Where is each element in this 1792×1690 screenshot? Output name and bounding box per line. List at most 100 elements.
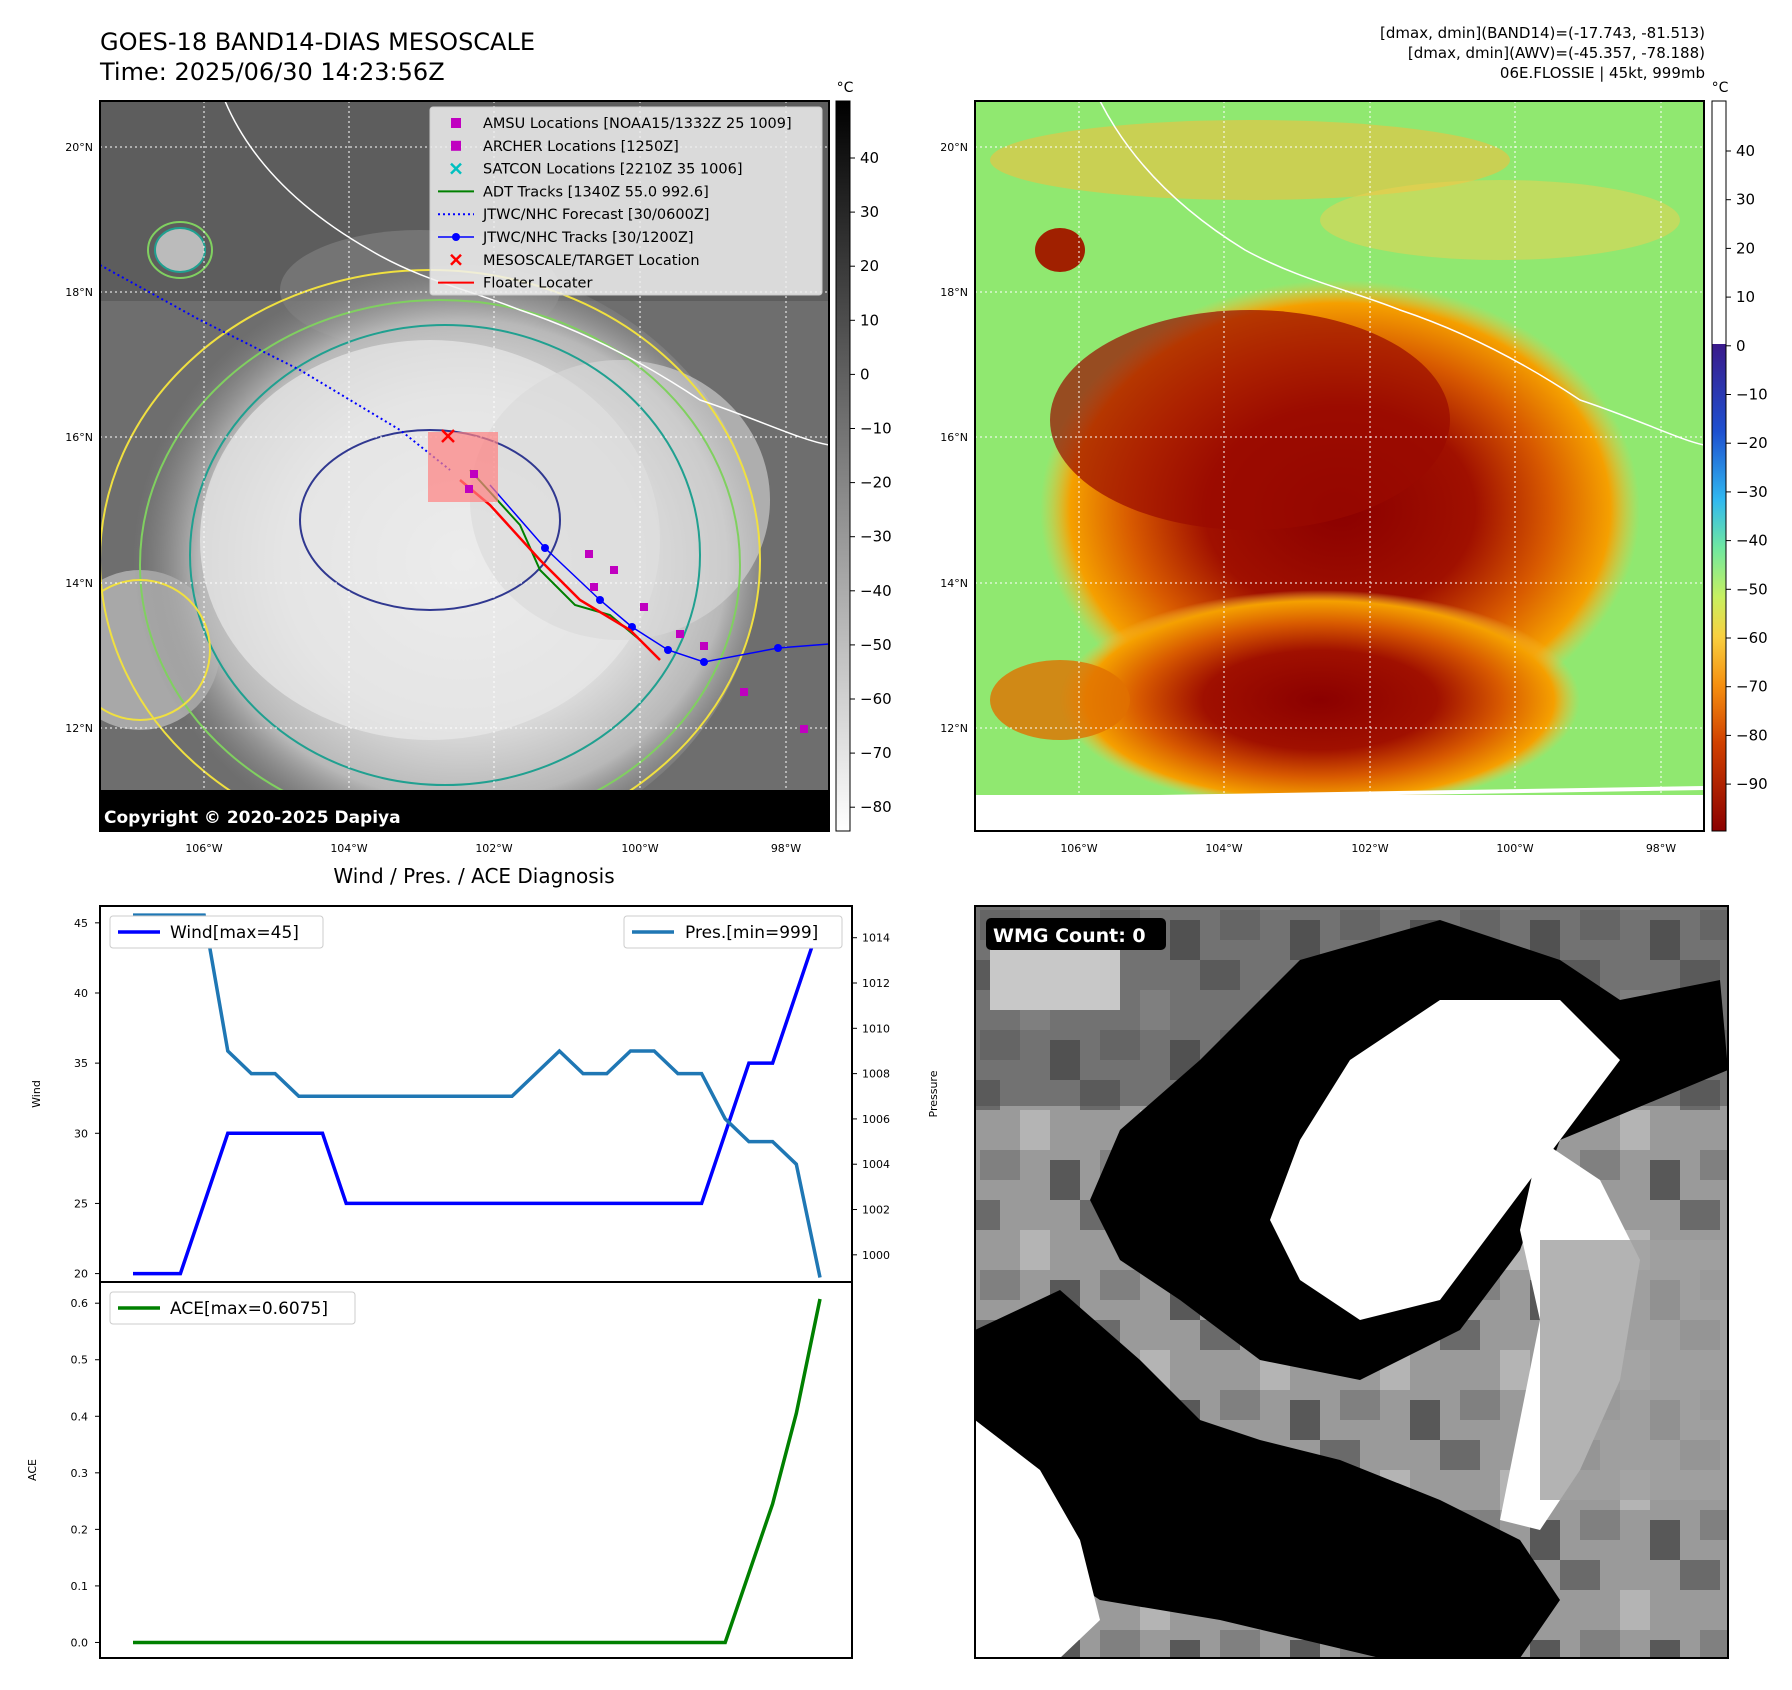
ace-y-tick-label: 0.0	[71, 1636, 89, 1649]
ace-y-tick-label: 0.2	[71, 1523, 89, 1536]
ir-colorbar-tick-label: −70	[860, 744, 892, 762]
awv-lon-tick-label: 104°W	[1205, 842, 1242, 855]
pressure-axis-label: Pressure	[927, 1070, 940, 1117]
pressure-y-tick-label: 1014	[862, 932, 890, 945]
ir-colorbar-tick-label: −40	[860, 582, 892, 600]
ir-lon-tick-label: 98°W	[771, 842, 801, 855]
map-axis-ticks: 20°N 20°N 18°N 18°N 16°N 16°N 14°N 14°N 12°N 12°N…	[65, 141, 1676, 855]
wind-y-tick-label: 45	[74, 917, 88, 930]
awv-image	[975, 101, 1704, 831]
ace-y-tick-label: 0.3	[71, 1467, 89, 1480]
header-info-line-3: 06E.FLOSSIE | 45kt, 999mb	[1500, 64, 1705, 82]
ace-y-tick-label: 0.4	[71, 1410, 89, 1423]
ir-map-frame	[99, 100, 830, 832]
awv-colorbar-tick-label: −60	[1736, 629, 1768, 647]
pressure-y-tick-label: 1008	[862, 1068, 890, 1081]
awv-colorbar-tick-label: −70	[1736, 678, 1768, 696]
awv-lon-tick-label: 106°W	[1060, 842, 1097, 855]
pressure-series-line	[133, 913, 822, 1278]
ir-colorbar-tick-label: 0	[860, 365, 870, 383]
awv-colorbar-tick-label: 0	[1736, 337, 1746, 355]
awv-lat-tick-label: 18°N	[940, 286, 968, 299]
header-info-line-1: [dmax, dmin](BAND14)=(-17.743, -81.513)	[1380, 24, 1705, 42]
awv-lat-tick-label: 16°N	[940, 431, 968, 444]
ir-colorbar-tick-label: −20	[860, 474, 892, 492]
ir-colorbar-tick-label: −50	[860, 636, 892, 654]
ir-lon-tick-label: 102°W	[475, 842, 512, 855]
awv-map-frame	[974, 100, 1705, 832]
wind-y-tick-label: 35	[74, 1057, 88, 1070]
ir-lat-tick-label: 12°N	[65, 722, 93, 735]
legend-square-marker	[451, 118, 461, 128]
ir-colorbar-tick-label: −60	[860, 690, 892, 708]
pressure-y-tick-label: 1000	[862, 1249, 890, 1262]
legend-x-marker	[450, 253, 462, 266]
legend-label: ADT Tracks [1340Z 55.0 992.6]	[483, 184, 709, 200]
ir-lon-tick-label: 104°W	[330, 842, 367, 855]
ir-colorbar-tick-label: −80	[860, 798, 892, 816]
legend-label: JTWC/NHC Forecast [30/0600Z]	[482, 207, 709, 223]
awv-lat-tick-label: 12°N	[940, 722, 968, 735]
legend-square-marker	[451, 140, 461, 151]
ir-colorbar-tick-label: 20	[860, 257, 879, 275]
ace-y-tick-label: 0.5	[71, 1354, 89, 1367]
pressure-y-tick-label: 1010	[862, 1022, 890, 1035]
pressure-y-tick-label: 1002	[862, 1204, 890, 1217]
awv-colorbar-tick-label: −40	[1736, 532, 1768, 550]
header: GOES-18 BAND14-DIAS MESOSCALE Time: 2025…	[99, 24, 1705, 86]
wind-y-tick-label: 40	[74, 987, 88, 1000]
awv-colorbar-tick-label: −30	[1736, 483, 1768, 501]
pressure-y-tick-label: 1004	[862, 1158, 890, 1171]
wind-legend: Wind[max=45]	[109, 915, 324, 949]
legend-item: ADT Tracks [1340Z 55.0 992.6]	[438, 184, 709, 200]
awv-colorbar-tick-label: −10	[1736, 386, 1768, 404]
awv-map-panel: °C 40 30 20 10 0 −10 −20 −30 −40 −50 −60 −70 −80 −90	[974, 80, 1768, 832]
pressure-y-tick-label: 1006	[862, 1113, 890, 1126]
wind-series-line	[133, 922, 822, 1276]
awv-colorbar-tick-label: 40	[1736, 142, 1755, 160]
ir-lon-tick-label: 106°W	[185, 842, 222, 855]
ace-frame	[99, 1281, 853, 1659]
awv-lat-tick-label: 20°N	[940, 141, 968, 154]
awv-lat-tick-label: 14°N	[940, 577, 968, 590]
awv-lon-tick-label: 98°W	[1646, 842, 1676, 855]
awv-colorbar-unit: °C	[1712, 80, 1729, 96]
ace-legend: ACE[max=0.6075]	[109, 1291, 356, 1325]
ir-lat-tick-label: 14°N	[65, 577, 93, 590]
awv-colorbar-tick-label: 30	[1736, 191, 1755, 209]
ir-colorbar-tick-label: 40	[860, 149, 879, 167]
awv-colorbar-tick-label: −20	[1736, 434, 1768, 452]
wind-pressure-chart: Wind / Pres. / ACE Diagnosis Wind Pressu…	[30, 864, 940, 1283]
ir-lat-tick-label: 20°N	[65, 141, 93, 154]
pressure-legend-label: Pres.[min=999]	[685, 923, 818, 943]
ace-y-tick-label: 0.6	[71, 1297, 89, 1310]
awv-colorbar-tick-label: −50	[1736, 580, 1768, 598]
pressure-legend: Pres.[min=999]	[623, 915, 843, 949]
wind-axis-label: Wind	[30, 1080, 43, 1108]
ir-lat-tick-label: 18°N	[65, 286, 93, 299]
wmg-panel: WMG Count: 0	[974, 905, 1729, 1659]
legend-item: ARCHER Locations [1250Z]	[451, 139, 679, 155]
ace-y-tick-label: 0.1	[71, 1580, 89, 1593]
awv-colorbar-tick-label: 10	[1736, 288, 1755, 306]
awv-lon-tick-label: 100°W	[1496, 842, 1533, 855]
header-info-line-2: [dmax, dmin](AWV)=(-45.357, -78.188)	[1408, 44, 1705, 62]
awv-colorbar: °C 40 30 20 10 0 −10 −20 −30 −40 −50 −60 −70 −80 −90	[1711, 80, 1768, 832]
wind-y-tick-label: 20	[74, 1268, 88, 1281]
figure-time: Time: 2025/06/30 14:23:56Z	[99, 58, 445, 86]
ir-lat-tick-label: 16°N	[65, 431, 93, 444]
wmg-count-label: WMG Count: 0	[993, 925, 1146, 947]
legend-item: MESOSCALE/TARGET Location	[450, 253, 700, 269]
wmg-frame	[974, 905, 1729, 1659]
legend-item: Floater Locater	[438, 276, 592, 292]
copyright-text: Copyright © 2020-2025 Dapiya	[104, 808, 401, 828]
wind-legend-label: Wind[max=45]	[170, 923, 299, 943]
legend-label: ARCHER Locations [1250Z]	[483, 139, 679, 155]
ir-colorbar: °C 40 30 20 10 0 −10 −20 −30 −40 −50 −60 −70 −80	[835, 80, 892, 832]
legend-label: JTWC/NHC Tracks [30/1200Z]	[482, 230, 694, 246]
legend-label: MESOSCALE/TARGET Location	[483, 253, 700, 269]
legend-item: JTWC/NHC Forecast [30/0600Z]	[438, 207, 709, 223]
ir-colorbar-unit: °C	[837, 80, 854, 96]
ir-colorbar-tick-label: −10	[860, 420, 892, 438]
